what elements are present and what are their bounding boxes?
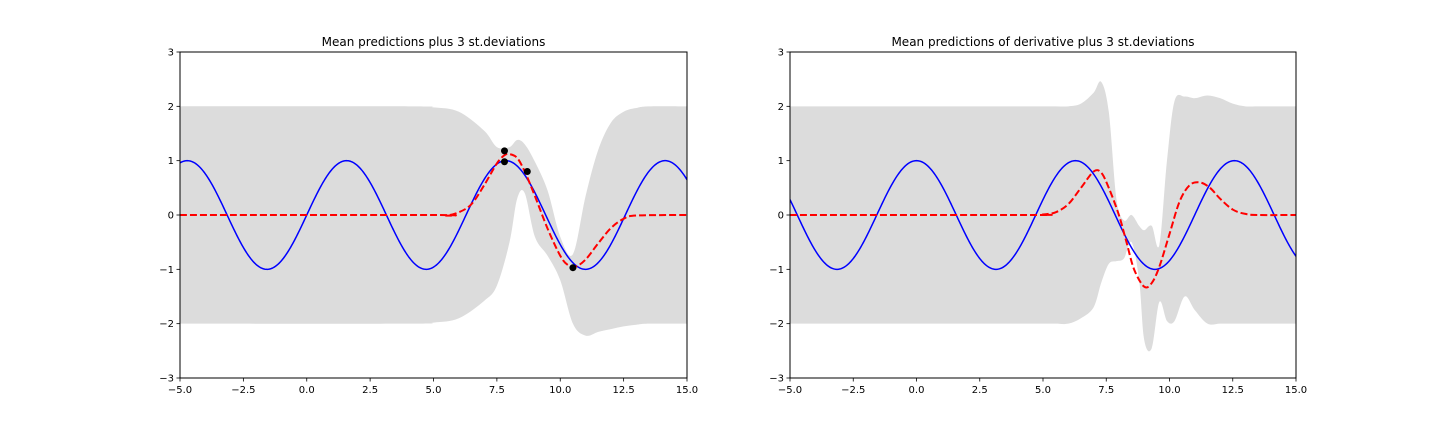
observation-point [500,147,508,155]
chart-title: Mean predictions plus 3 st.deviations [322,35,546,49]
x-tick-label: 15.0 [1285,385,1307,396]
observation-point [569,264,577,272]
y-tick-label: 0 [778,211,784,222]
y-tick-label: −1 [159,265,174,276]
x-tick-label: 15.0 [676,385,698,396]
x-tick-label: 0.0 [909,385,925,396]
y-tick-label: 0 [168,211,174,222]
left-chart: −5.0 −2.5 0.0 2.5 5.0 7.5 10.0 12.5 15.0 −3 −2 −1 0 1… [159,35,698,396]
x-tick-label: 12.5 [612,385,634,396]
x-tick-label: −5.0 [168,385,192,396]
y-tick-label: 2 [778,102,784,113]
y-tick-label: 2 [168,102,174,113]
y-tick-label: −2 [769,319,784,330]
confidence-band [180,106,687,336]
x-tick-label: 0.0 [299,385,315,396]
x-tick-label: 10.0 [1158,385,1180,396]
true-function-line [180,159,687,271]
observation-point [523,168,531,176]
x-tick-label: 12.5 [1222,385,1244,396]
y-tick-label: −1 [769,265,784,276]
y-tick-label: 3 [168,48,174,59]
mean-prediction-line [790,169,1296,289]
observation-point [500,158,508,166]
confidence-band [790,81,1296,352]
x-tick-label: −5.0 [778,385,802,396]
y-tick-label: 1 [168,156,174,167]
true-function-line [790,159,1296,271]
plot-area [790,81,1296,352]
x-tick-label: −2.5 [841,385,865,396]
plot-area [180,106,687,336]
x-tick-label: 7.5 [489,385,505,396]
chart-title: Mean predictions of derivative plus 3 st… [891,35,1194,49]
y-tick-label: 3 [778,48,784,59]
x-tick-label: 7.5 [1098,385,1114,396]
y-tick-label: 1 [778,156,784,167]
x-tick-label: 10.0 [549,385,571,396]
right-chart: −5.0 −2.5 0.0 2.5 5.0 7.5 10.0 12.5 15.0 −3 −2 −1 0 1… [769,35,1307,396]
x-tick-label: 5.0 [1035,385,1051,396]
x-tick-label: 2.5 [972,385,988,396]
x-tick-label: −2.5 [231,385,255,396]
y-tick-label: −3 [769,374,784,385]
x-tick-label: 2.5 [362,385,378,396]
y-tick-label: −2 [159,319,174,330]
y-tick-label: −3 [159,374,174,385]
x-tick-label: 5.0 [426,385,442,396]
